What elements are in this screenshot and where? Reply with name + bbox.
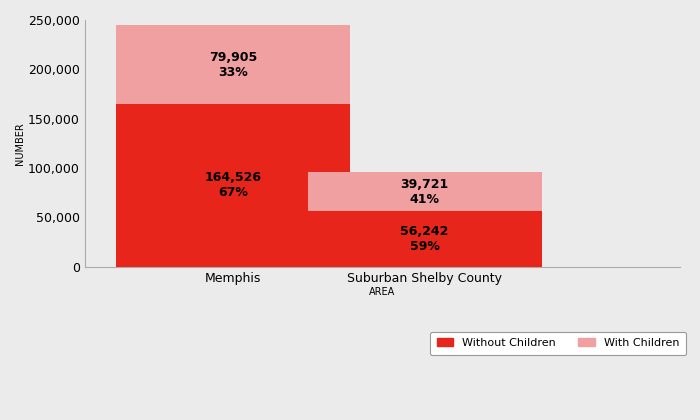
Y-axis label: NUMBER: NUMBER (15, 122, 25, 165)
Text: 79,905
33%: 79,905 33% (209, 51, 258, 79)
Bar (308, 211, 542, 267)
X-axis label: AREA: AREA (369, 287, 396, 297)
Bar (116, 104, 350, 267)
Bar (308, 172, 542, 211)
Legend: Without Children, With Children: Without Children, With Children (430, 331, 686, 355)
Bar (116, 26, 350, 104)
Text: 56,242
59%: 56,242 59% (400, 225, 449, 253)
Text: 164,526
67%: 164,526 67% (205, 171, 262, 200)
Text: 39,721
41%: 39,721 41% (400, 178, 449, 205)
